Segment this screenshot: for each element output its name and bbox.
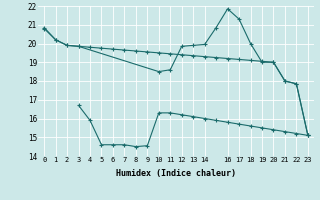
X-axis label: Humidex (Indice chaleur): Humidex (Indice chaleur) bbox=[116, 169, 236, 178]
